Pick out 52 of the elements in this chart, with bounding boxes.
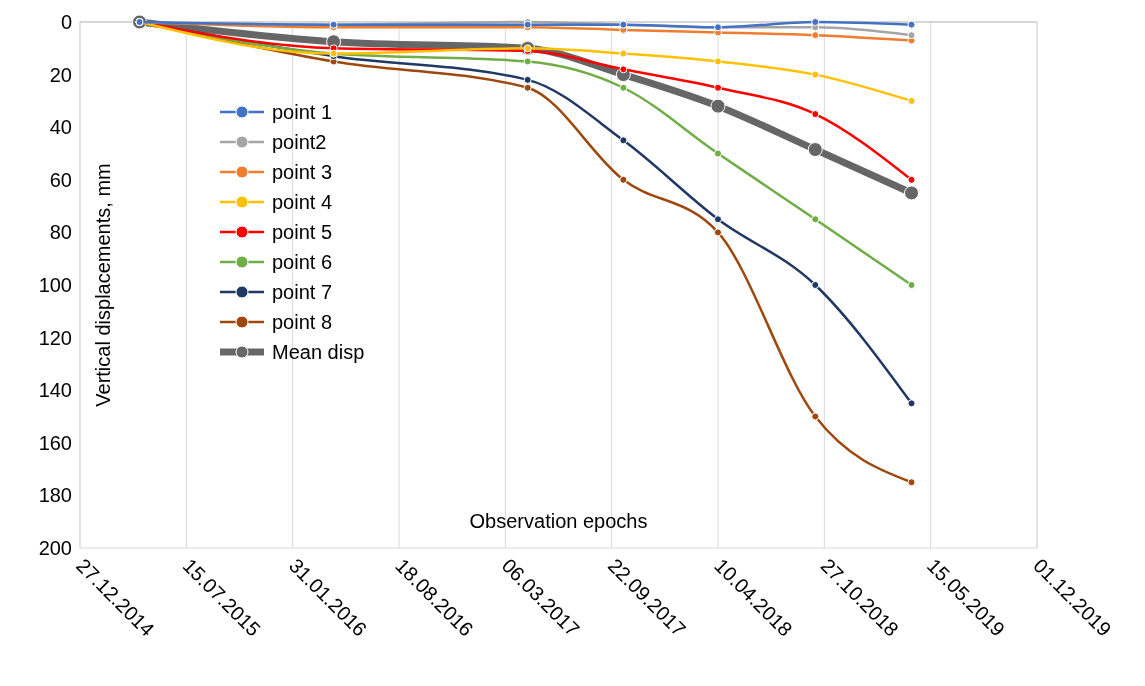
y-tick-label: 100 <box>38 274 72 296</box>
point <box>807 142 823 158</box>
y-tick-label: 140 <box>38 379 72 402</box>
legend-label: point2 <box>272 131 327 153</box>
point <box>619 49 628 58</box>
y-tick-label: 20 <box>49 63 72 86</box>
legend-label: point 4 <box>272 191 333 213</box>
point <box>811 281 820 289</box>
point <box>710 98 726 114</box>
y-tick-label: 160 <box>38 431 72 454</box>
point <box>907 281 916 289</box>
point <box>714 149 722 158</box>
y-tick-label: 0 <box>60 11 72 33</box>
legend-label: point 8 <box>272 311 333 333</box>
point <box>523 83 532 92</box>
y-tick-label: 60 <box>49 168 72 191</box>
point <box>523 75 532 84</box>
point <box>714 83 722 92</box>
y-tick-label: 200 <box>38 537 72 559</box>
legend-label: point 5 <box>272 221 333 243</box>
point <box>907 96 916 105</box>
point <box>619 175 628 184</box>
y-tick-label: 180 <box>38 484 72 507</box>
point <box>714 57 722 66</box>
point <box>907 20 916 29</box>
point <box>714 215 722 224</box>
point <box>907 175 916 184</box>
legend-label: point 6 <box>272 251 333 273</box>
x-axis-title: Observation epochs <box>469 510 648 532</box>
point <box>523 57 532 66</box>
point <box>811 412 820 421</box>
point <box>907 399 916 408</box>
point <box>619 83 628 92</box>
legend-label: point 7 <box>272 281 333 303</box>
point <box>811 18 820 26</box>
y-tick-label: 120 <box>38 326 72 349</box>
point <box>904 185 920 201</box>
y-tick-label: 40 <box>49 116 72 139</box>
point <box>619 65 628 74</box>
legend-label: point 1 <box>272 101 333 123</box>
point <box>619 136 628 145</box>
point <box>714 228 722 237</box>
legend-label: point 3 <box>272 161 333 183</box>
point <box>907 31 916 40</box>
legend-label: Mean disp <box>272 341 365 363</box>
point <box>907 478 916 487</box>
point <box>811 70 820 79</box>
y-axis-title: Vertical displacements, mm <box>92 163 114 407</box>
point <box>811 31 820 40</box>
point <box>811 215 820 224</box>
y-tick-label: 80 <box>49 221 72 244</box>
point <box>811 110 820 119</box>
